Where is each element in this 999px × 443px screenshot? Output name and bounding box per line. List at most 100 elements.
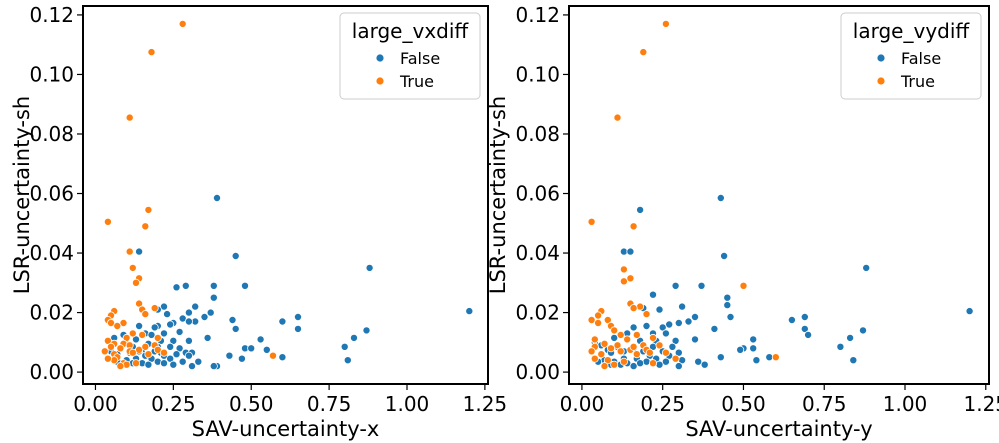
legend-marker-true	[375, 76, 385, 86]
axes-frame	[568, 5, 990, 385]
data-point-true	[150, 304, 159, 313]
data-point-true	[590, 354, 599, 363]
legend-label-true: True	[399, 72, 434, 91]
data-point-true	[610, 326, 619, 335]
data-point-false	[642, 321, 651, 330]
data-point-false	[159, 359, 168, 368]
data-point-true	[639, 48, 648, 57]
data-point-false	[135, 247, 144, 256]
data-point-true	[613, 341, 622, 350]
data-point-true	[616, 330, 625, 339]
data-point-false	[710, 324, 719, 333]
data-point-true	[590, 335, 599, 344]
legend-title: large_vydiff	[853, 19, 971, 43]
data-point-true	[629, 342, 638, 351]
data-point-false	[661, 329, 670, 338]
data-point-false	[720, 251, 729, 260]
data-point-true	[603, 315, 612, 324]
data-point-true	[587, 217, 596, 226]
data-point-false	[700, 360, 709, 369]
legend: large_vxdiff False True	[339, 12, 481, 100]
data-point-false	[749, 335, 758, 344]
data-point-false	[231, 251, 240, 260]
data-point-false	[181, 281, 190, 290]
data-point-false	[150, 323, 159, 332]
data-point-false	[697, 281, 706, 290]
data-point-true	[661, 348, 670, 357]
data-point-false	[655, 305, 664, 314]
data-point-false	[465, 307, 474, 316]
data-point-false	[694, 357, 703, 366]
data-point-false	[278, 317, 287, 326]
data-point-false	[172, 350, 181, 359]
data-point-false	[691, 312, 700, 321]
data-point-false	[240, 281, 249, 290]
data-point-true	[626, 274, 635, 283]
data-point-false	[684, 317, 693, 326]
data-point-true	[128, 348, 137, 357]
data-point-true	[771, 353, 780, 362]
legend-label-false: False	[901, 49, 941, 68]
x-axis-label: SAV-uncertainty-y	[685, 417, 872, 441]
data-point-false	[629, 362, 638, 371]
legend-marker-true	[876, 76, 886, 86]
data-point-false	[658, 323, 667, 332]
data-point-false	[636, 205, 645, 214]
data-point-false	[626, 247, 635, 256]
data-point-false	[723, 293, 732, 302]
data-point-false	[649, 290, 658, 299]
data-point-true	[616, 347, 625, 356]
data-point-false	[665, 320, 674, 329]
data-point-true	[107, 342, 116, 351]
data-point-true	[125, 247, 134, 256]
data-point-true	[655, 341, 664, 350]
x-tick-label: 1.25	[964, 392, 999, 416]
data-point-true	[113, 321, 122, 330]
legend-label-false: False	[400, 49, 440, 68]
y-axis-label: LSR-uncertainty-sh	[486, 96, 510, 294]
data-point-false	[674, 348, 683, 357]
data-point-true	[141, 342, 150, 351]
x-tick-label: 1.00	[883, 392, 928, 416]
data-point-false	[674, 318, 683, 327]
data-point-false	[247, 344, 256, 353]
data-point-true	[138, 330, 147, 339]
data-point-true	[144, 350, 153, 359]
data-point-true	[128, 329, 137, 338]
data-point-false	[237, 354, 246, 363]
data-point-true	[610, 360, 619, 369]
data-point-false	[723, 301, 732, 310]
y-tick-label: 0.06	[515, 182, 560, 206]
data-point-true	[600, 339, 609, 348]
data-point-true	[619, 265, 628, 274]
data-point-false	[209, 293, 218, 302]
x-tick-label: 0.75	[802, 392, 847, 416]
y-tick-label: 0.12	[515, 3, 560, 27]
y-tick-label: 0.06	[29, 182, 74, 206]
data-point-false	[175, 327, 184, 336]
data-point-true	[649, 359, 658, 368]
data-point-false	[636, 359, 645, 368]
data-point-true	[128, 263, 137, 272]
data-point-false	[749, 344, 758, 353]
series-true	[100, 19, 277, 371]
data-point-false	[184, 336, 193, 345]
data-point-true	[645, 348, 654, 357]
x-tick-label: 0.00	[560, 392, 605, 416]
data-point-false	[163, 310, 172, 319]
data-point-true	[597, 350, 606, 359]
data-point-true	[159, 348, 168, 357]
y-tick-label: 0.08	[515, 122, 560, 146]
data-point-true	[661, 19, 670, 28]
data-point-false	[716, 353, 725, 362]
data-point-false	[862, 263, 871, 272]
x-tick-label: 1.25	[463, 392, 508, 416]
data-point-true	[103, 217, 112, 226]
series-true	[587, 19, 780, 371]
data-point-false	[184, 351, 193, 360]
y-tick-label: 0.00	[29, 360, 74, 384]
legend-label-true: True	[900, 72, 935, 91]
data-point-true	[153, 333, 162, 342]
y-tick-label: 0.02	[515, 301, 560, 325]
data-point-false	[343, 356, 352, 365]
